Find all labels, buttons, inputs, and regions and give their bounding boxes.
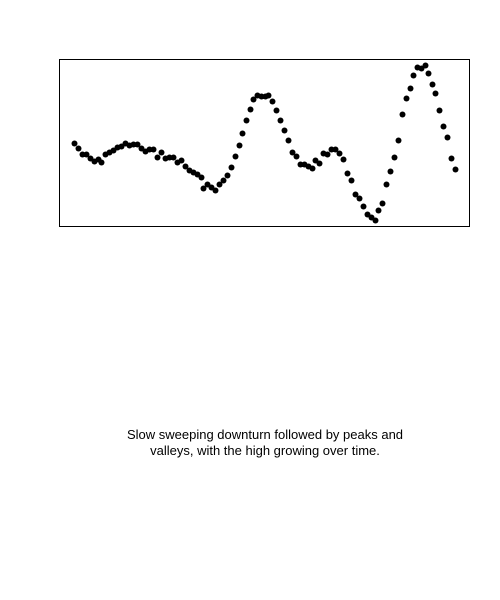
data-point [410, 72, 417, 79]
data-point [134, 141, 141, 148]
data-point [436, 107, 443, 114]
data-point [216, 181, 223, 188]
data-point [336, 150, 343, 157]
data-point [383, 181, 390, 188]
data-point [395, 137, 402, 144]
data-point [387, 168, 394, 175]
data-point [154, 154, 161, 161]
data-point [265, 92, 272, 99]
data-point [425, 70, 432, 77]
data-point [228, 164, 235, 171]
data-point [285, 137, 292, 144]
data-point [224, 172, 231, 179]
data-point [277, 117, 284, 124]
data-point [150, 146, 157, 153]
data-point [360, 203, 367, 210]
data-point [293, 153, 300, 160]
data-point [239, 130, 246, 137]
data-point [316, 160, 323, 167]
data-point [98, 159, 105, 166]
data-point [71, 140, 78, 147]
plot-frame [59, 59, 470, 227]
data-point [356, 195, 363, 202]
data-point [422, 62, 429, 69]
data-point [379, 200, 386, 207]
data-point [444, 134, 451, 141]
data-point [432, 90, 439, 97]
data-point [250, 96, 257, 103]
data-point [344, 170, 351, 177]
data-point [372, 217, 379, 224]
data-point [407, 85, 414, 92]
data-point [83, 151, 90, 158]
data-point [324, 151, 331, 158]
data-point [309, 165, 316, 172]
data-point [352, 191, 359, 198]
data-point [391, 154, 398, 161]
data-point [273, 107, 280, 114]
data-point [170, 154, 177, 161]
data-point [158, 149, 165, 156]
data-point [198, 174, 205, 181]
data-point [440, 123, 447, 130]
data-point [332, 146, 339, 153]
data-point [247, 106, 254, 113]
data-point [340, 156, 347, 163]
data-point [281, 127, 288, 134]
data-point [448, 155, 455, 162]
caption: Slow sweeping downturn followed by peaks… [126, 427, 404, 458]
data-point [348, 177, 355, 184]
data-point [269, 98, 276, 105]
data-point [200, 185, 207, 192]
data-point [182, 163, 189, 170]
data-point [452, 166, 459, 173]
data-point [178, 157, 185, 164]
data-point [236, 142, 243, 149]
data-point [75, 145, 82, 152]
data-point [289, 149, 296, 156]
data-point [220, 177, 227, 184]
data-point [232, 153, 239, 160]
data-point [399, 111, 406, 118]
data-point [403, 95, 410, 102]
data-point [375, 207, 382, 214]
data-point [429, 81, 436, 88]
data-point [243, 117, 250, 124]
data-point [212, 187, 219, 194]
